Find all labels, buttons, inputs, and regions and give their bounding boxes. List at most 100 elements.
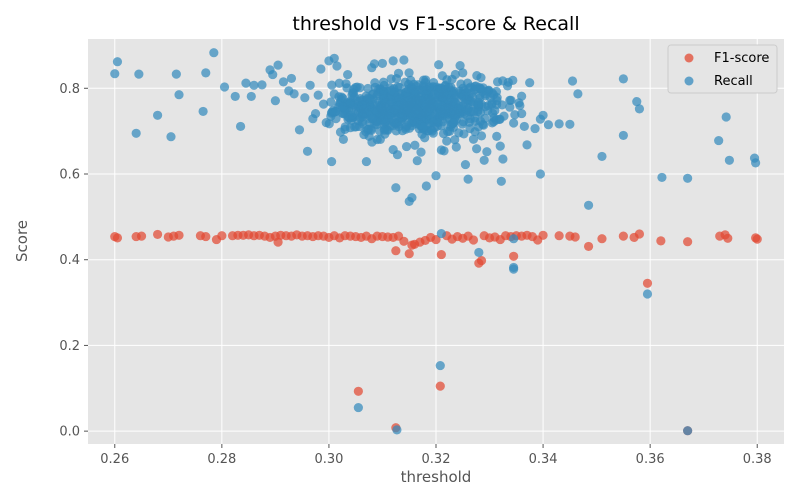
point-recall — [411, 81, 422, 92]
point-recall — [469, 106, 479, 117]
point-recall — [110, 69, 120, 79]
point-recall — [420, 133, 430, 143]
point-recall — [335, 127, 346, 137]
point-recall — [496, 176, 506, 186]
point-recall — [386, 74, 396, 84]
point-f1-score — [468, 235, 479, 245]
point-recall — [361, 156, 371, 167]
point-f1-score — [634, 229, 645, 239]
point-recall — [153, 110, 163, 120]
point-recall — [455, 60, 465, 71]
point-recall — [479, 155, 489, 165]
point-recall — [565, 119, 575, 129]
point-recall — [530, 123, 540, 134]
point-recall — [174, 90, 184, 100]
point-recall — [499, 111, 509, 121]
point-recall — [482, 147, 492, 157]
point-recall — [318, 99, 329, 109]
point-f1-score — [391, 246, 401, 256]
point-recall — [403, 84, 414, 94]
point-recall — [230, 91, 240, 102]
point-recall — [583, 200, 594, 210]
point-recall — [509, 118, 519, 128]
x-axis-label: threshold — [401, 468, 472, 486]
point-recall — [411, 119, 421, 129]
point-recall — [509, 234, 519, 244]
point-f1-score — [509, 251, 519, 261]
point-f1-score — [353, 386, 363, 396]
point-recall — [468, 99, 478, 109]
point-recall — [278, 77, 289, 87]
point-recall — [502, 81, 513, 91]
point-recall — [411, 105, 421, 115]
chart-title: threshold vs F1-score & Recall — [292, 13, 579, 35]
point-recall — [538, 110, 548, 120]
x-tick-label: 0.28 — [207, 452, 236, 467]
point-f1-score — [476, 255, 487, 266]
point-f1-score — [435, 381, 445, 391]
y-tick-label: 0.4 — [59, 253, 80, 268]
legend-label-f1-score: F1-score — [714, 51, 769, 66]
point-f1-score — [404, 249, 414, 259]
point-recall — [358, 112, 368, 122]
point-recall — [442, 136, 452, 146]
point-recall — [522, 140, 532, 150]
point-recall — [438, 128, 449, 139]
point-recall — [567, 76, 578, 86]
point-recall — [470, 127, 480, 137]
point-recall — [495, 141, 505, 151]
x-tick-label: 0.36 — [636, 452, 665, 467]
point-recall — [241, 78, 251, 88]
point-recall — [431, 171, 441, 181]
point-recall — [450, 69, 460, 80]
point-recall — [327, 80, 337, 90]
point-recall — [392, 425, 402, 435]
x-tick-label: 0.38 — [743, 452, 772, 467]
point-recall — [397, 112, 407, 122]
point-recall — [425, 95, 436, 105]
x-tick-label: 0.30 — [314, 452, 343, 467]
x-tick-label: 0.32 — [422, 452, 451, 467]
y-tick-labels: 0.0 0.2 0.4 0.6 0.8 — [59, 82, 88, 440]
point-f1-score — [112, 233, 123, 243]
point-recall — [460, 159, 471, 170]
point-recall — [385, 95, 396, 105]
point-recall — [468, 134, 479, 144]
point-recall — [463, 174, 473, 184]
point-recall — [384, 112, 394, 122]
point-recall — [509, 262, 519, 273]
point-f1-score — [583, 241, 594, 252]
point-recall — [386, 86, 396, 96]
point-recall — [366, 124, 376, 134]
point-f1-score — [201, 231, 211, 242]
point-recall — [724, 155, 734, 165]
point-recall — [463, 78, 473, 88]
point-recall — [289, 89, 299, 99]
point-recall — [505, 95, 515, 105]
point-recall — [326, 97, 336, 107]
point-recall — [377, 103, 387, 113]
point-recall — [219, 82, 230, 92]
point-recall — [406, 75, 416, 85]
point-recall — [399, 55, 409, 65]
point-recall — [446, 82, 456, 92]
point-f1-score — [618, 231, 628, 241]
point-recall — [476, 73, 486, 83]
point-recall — [354, 96, 364, 106]
point-recall — [355, 83, 365, 93]
point-recall — [305, 80, 315, 90]
point-recall — [346, 115, 356, 125]
point-recall — [401, 141, 412, 152]
point-recall — [313, 90, 323, 100]
point-recall — [683, 173, 693, 183]
point-recall — [370, 78, 380, 88]
point-recall — [338, 134, 348, 144]
point-recall — [451, 142, 461, 152]
point-recall — [402, 120, 412, 131]
point-recall — [310, 108, 321, 119]
point-recall — [525, 78, 535, 88]
point-recall — [246, 91, 256, 102]
point-recall — [379, 125, 389, 135]
point-recall — [428, 117, 438, 127]
data-points — [110, 48, 762, 436]
